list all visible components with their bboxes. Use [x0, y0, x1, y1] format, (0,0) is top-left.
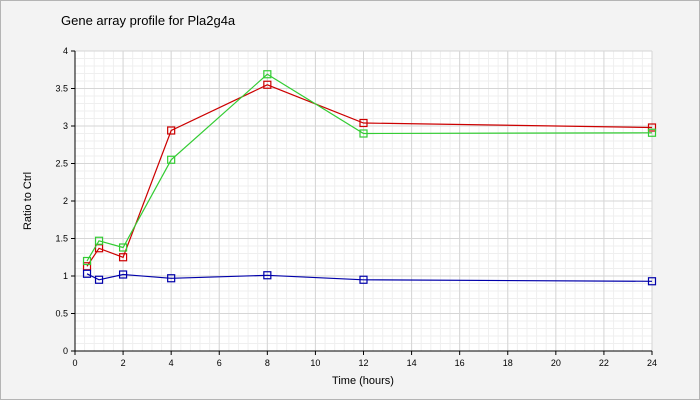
x-tick-label: 6 [217, 358, 222, 368]
data-point-marker [118, 253, 128, 262]
data-point-marker [82, 256, 92, 266]
x-tick-label: 10 [310, 358, 320, 368]
data-point-marker [263, 70, 272, 79]
data-point-marker [82, 269, 92, 278]
x-tick-label: 20 [551, 358, 561, 368]
data-point-marker [647, 128, 657, 137]
x-tick-label: 16 [455, 358, 465, 368]
data-point-marker [118, 243, 128, 252]
y-tick-label: 1 [63, 271, 68, 281]
data-point-marker [118, 270, 128, 279]
series-line [86, 273, 653, 282]
series-line [86, 84, 653, 267]
chart-title: Gene array profile for Pla2g4a [61, 13, 236, 28]
data-point-marker [359, 118, 368, 128]
data-point-marker [94, 236, 104, 245]
y-tick-label: 1.5 [55, 234, 68, 244]
data-point-marker [647, 277, 657, 286]
data-point-marker [359, 275, 368, 284]
series-line [86, 73, 653, 262]
y-axis-label: Ratio to Ctrl [22, 172, 34, 230]
series-layer [82, 70, 657, 286]
y-tick-label: 3.5 [55, 84, 68, 94]
x-tick-label: 24 [647, 358, 657, 368]
y-tick-label: 2 [63, 196, 68, 206]
y-tick-label: 4 [63, 46, 68, 56]
data-point-marker [263, 80, 272, 89]
x-tick-label: 0 [72, 358, 77, 368]
series-2 [82, 70, 657, 266]
x-tick-label: 2 [121, 358, 126, 368]
x-axis-ticks: 0 2 4 6 8 10 12 14 16 18 20 22 24 [72, 351, 657, 368]
data-point-marker [94, 275, 104, 284]
data-point-marker [167, 155, 176, 164]
data-point-marker [167, 274, 176, 283]
y-tick-label: 0 [63, 346, 68, 356]
x-tick-label: 4 [169, 358, 174, 368]
x-tick-label: 18 [503, 358, 513, 368]
data-point-marker [359, 129, 368, 138]
y-tick-label: 0.5 [55, 309, 68, 319]
x-tick-label: 14 [407, 358, 417, 368]
data-point-marker [647, 123, 657, 132]
series-3 [82, 269, 657, 286]
x-axis-label: Time (hours) [332, 375, 394, 387]
data-point-marker [167, 126, 176, 135]
series-1 [82, 80, 657, 271]
y-tick-label: 2.5 [55, 159, 68, 169]
y-tick-label: 3 [63, 121, 68, 131]
x-tick-label: 22 [599, 358, 609, 368]
x-tick-label: 12 [358, 358, 368, 368]
y-axis-ticks: 0 0.5 1 1.5 2 2.5 3 3.5 4 [55, 46, 75, 356]
data-point-marker [263, 271, 272, 280]
x-tick-label: 8 [265, 358, 270, 368]
